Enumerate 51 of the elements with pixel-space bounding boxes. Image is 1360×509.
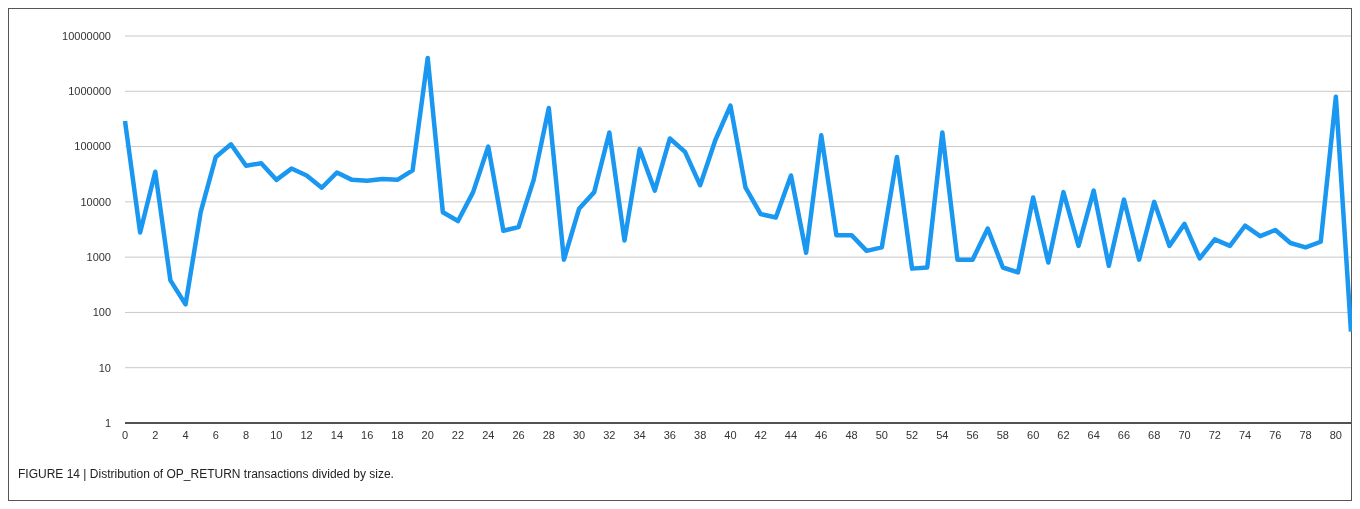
x-tick-label: 66: [1117, 429, 1131, 441]
x-tick-label: 58: [996, 429, 1009, 441]
x-tick-label: 44: [784, 429, 798, 441]
x-tick-label: 34: [633, 429, 646, 441]
x-tick-label: 22: [451, 429, 465, 441]
x-tick-label: 38: [694, 429, 707, 441]
x-tick-label: 46: [815, 429, 828, 441]
y-tick-label: 1000000: [68, 85, 111, 98]
y-tick-label: 10: [98, 361, 111, 374]
x-tick-label: 20: [421, 429, 434, 441]
x-tick-label: 72: [1208, 429, 1221, 441]
x-tick-label: 18: [391, 429, 404, 441]
x-tick-label: 54: [936, 429, 949, 441]
caption: FIGURE 14 | Distribution of OP_RETURN transactions divided by size.: [18, 467, 394, 481]
x-tick-label: 68: [1148, 429, 1161, 441]
x-tick-label: 2: [152, 429, 159, 441]
y-tick-label: 1000: [86, 250, 111, 263]
x-tick-label: 26: [512, 429, 525, 441]
y-tick-label: 10000000: [62, 29, 111, 42]
y-tick-label: 1: [104, 416, 111, 429]
x-tick-label: 48: [845, 429, 858, 441]
x-tick-label: 14: [330, 429, 344, 441]
x-tick-label: 6: [212, 429, 219, 441]
x-tick-label: 4: [182, 429, 189, 441]
x-tick-label: 40: [724, 429, 737, 441]
x-tick-label: 50: [875, 429, 888, 441]
x-tick-label: 16: [361, 429, 374, 441]
x-tick-label: 56: [966, 429, 979, 441]
y-tick-label: 100: [92, 306, 111, 319]
x-tick-label: 42: [754, 429, 767, 441]
x-tick-label: 30: [572, 429, 586, 441]
x-tick-label: 62: [1057, 429, 1070, 441]
x-tick-label: 74: [1238, 429, 1252, 441]
x-tick-label: 52: [905, 429, 919, 441]
x-tick-label: 36: [663, 429, 677, 441]
x-tick-label: 12: [300, 429, 313, 441]
x-tick-label: 76: [1269, 429, 1282, 441]
x-tick-label: 78: [1299, 429, 1312, 441]
x-tick-label: 8: [243, 429, 250, 441]
x-tick-label: 64: [1087, 429, 1100, 441]
x-tick-label: 60: [1027, 429, 1040, 441]
y-tick-label: 10000: [80, 195, 111, 208]
x-tick-label: 0: [121, 429, 129, 441]
x-tick-label: 10: [270, 429, 283, 441]
x-tick-label: 70: [1178, 429, 1191, 441]
line-series: [122, 55, 1352, 334]
x-tick-label: 24: [482, 429, 495, 441]
y-tick-label: 100000: [74, 140, 111, 153]
x-tick-label: 28: [542, 429, 555, 441]
x-tick-label: 80: [1329, 429, 1342, 441]
x-tick-label: 32: [603, 429, 616, 441]
